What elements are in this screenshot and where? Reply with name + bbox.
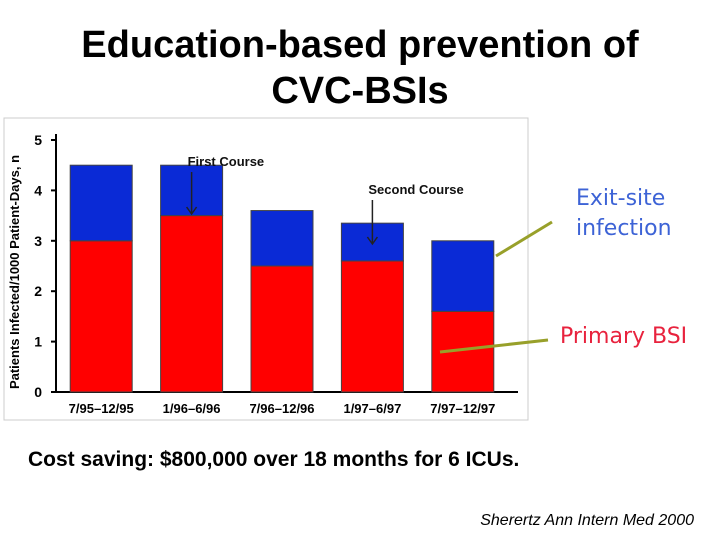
course-annotations: First Course Second Course — [185, 154, 464, 246]
y-tick-label: 0 — [34, 384, 42, 400]
callout-label-line-1: Exit-site — [576, 186, 665, 211]
callout-leader-line — [495, 220, 553, 258]
x-tick-label: 1/97–6/97 — [343, 401, 401, 416]
course-annotation-label: First Course — [188, 154, 265, 169]
citation: Sherertz Ann Intern Med 2000 — [480, 512, 694, 529]
bar-segment-primary-bsi — [69, 240, 133, 393]
callout-label-line-1: Primary BSI — [560, 324, 687, 349]
y-tick-label: 4 — [34, 182, 42, 198]
slide-title-line-1: Education-based prevention of — [81, 24, 639, 66]
bar-segment-primary-bsi — [160, 215, 224, 393]
bar-segment-primary-bsi — [250, 265, 314, 393]
slide-title: Education-based prevention of CVC-BSIs — [0, 22, 720, 114]
x-tick-label: 7/96–12/96 — [249, 401, 314, 416]
bar-segment-exit-site — [431, 240, 495, 312]
y-axis: 0 1 2 3 4 5 Patients Infected/1000 Patient-Day… — [7, 132, 57, 400]
course-annotation-label: Second Course — [368, 182, 463, 197]
course-arrow-head — [366, 236, 379, 246]
series-callouts: Exit-site infection Primary BSI — [439, 186, 687, 354]
y-axis-label: Patients Infected/1000 Patient-Days, n — [7, 155, 22, 389]
y-tick-label: 3 — [34, 233, 42, 249]
y-tick-label: 2 — [34, 283, 42, 299]
course-arrow-head — [185, 206, 198, 216]
bar-segment-primary-bsi — [340, 260, 404, 393]
bar-segment-exit-site — [69, 164, 133, 242]
callout-leader-line — [439, 338, 549, 354]
y-tick-label: 1 — [34, 334, 42, 350]
bar-segment-exit-site — [250, 210, 314, 267]
slide-title-line-2: CVC-BSIs — [271, 70, 449, 112]
y-tick-label: 5 — [34, 132, 42, 148]
x-tick-label: 7/95–12/95 — [69, 401, 134, 416]
cost-saving-note: Cost saving: $800,000 over 18 months for… — [28, 448, 520, 471]
x-tick-label: 1/96–6/96 — [163, 401, 221, 416]
x-tick-label: 7/97–12/97 — [430, 401, 495, 416]
callout-label-line-2: infection — [576, 216, 672, 241]
